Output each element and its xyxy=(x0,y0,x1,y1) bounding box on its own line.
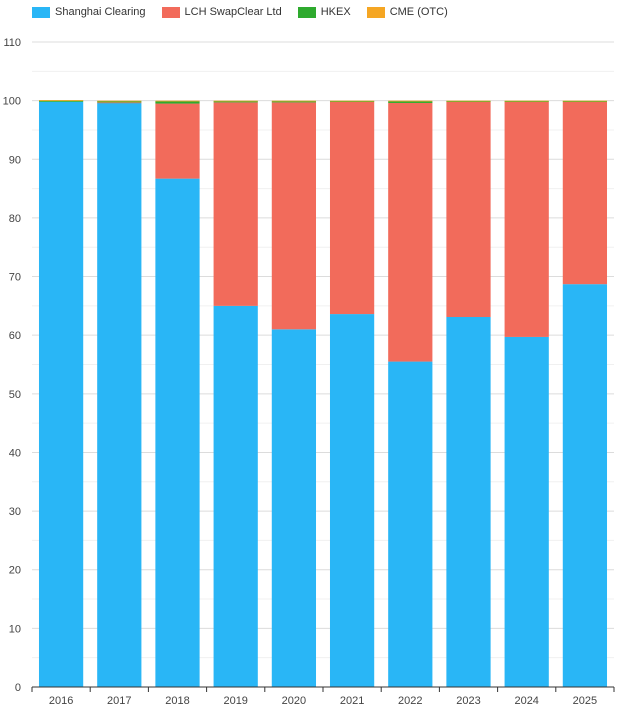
bar-cme-otc-2020[interactable] xyxy=(271,100,317,102)
bar-shanghai-clearing-2016[interactable] xyxy=(38,101,84,687)
y-tick-label: 90 xyxy=(9,154,21,166)
bar-shanghai-clearing-2022[interactable] xyxy=(388,361,433,687)
bar-lch-swapclear-ltd-2017[interactable] xyxy=(97,102,142,104)
bar-shanghai-clearing-2025[interactable] xyxy=(562,284,608,687)
y-tick-label: 40 xyxy=(9,447,21,459)
bar-hkex-2016[interactable] xyxy=(38,100,84,102)
x-tick-label: 2017 xyxy=(107,695,131,707)
legend-item-lch-swapclear-ltd[interactable]: LCH SwapClear Ltd xyxy=(161,6,282,18)
bar-hkex-2021[interactable] xyxy=(329,101,375,103)
y-tick-label: 100 xyxy=(3,96,21,108)
bar-lch-swapclear-ltd-2025[interactable] xyxy=(562,101,608,285)
x-tick-label: 2020 xyxy=(282,695,306,707)
y-tick-label: 30 xyxy=(9,506,21,518)
x-tick-label: 2023 xyxy=(456,695,480,707)
bar-shanghai-clearing-2024[interactable] xyxy=(504,336,549,687)
bar-hkex-2025[interactable] xyxy=(562,101,608,103)
bar-hkex-2024[interactable] xyxy=(504,101,549,103)
legend-swatch xyxy=(366,6,385,18)
bar-shanghai-clearing-2019[interactable] xyxy=(213,305,258,687)
legend-swatch xyxy=(161,6,180,18)
bar-hkex-2018[interactable] xyxy=(155,101,200,104)
bar-hkex-2019[interactable] xyxy=(213,101,258,103)
bar-cme-otc-2016[interactable] xyxy=(38,100,84,101)
y-tick-label: 50 xyxy=(9,389,21,401)
y-tick-label: 80 xyxy=(9,213,21,225)
legend-label: HKEX xyxy=(320,6,351,18)
bar-shanghai-clearing-2021[interactable] xyxy=(329,314,375,687)
x-tick-label: 2016 xyxy=(49,695,73,707)
legend-item-cme-otc[interactable]: CME (OTC) xyxy=(366,6,448,18)
chart-legend: Shanghai Clearing LCH SwapClear Ltd HKEX CM… xyxy=(32,4,464,20)
bar-shanghai-clearing-2020[interactable] xyxy=(271,329,317,687)
y-tick-label: 70 xyxy=(9,272,21,284)
y-tick-label: 60 xyxy=(9,330,21,342)
bars xyxy=(38,100,608,688)
x-tick-label: 2025 xyxy=(573,695,597,707)
x-tick-label: 2018 xyxy=(165,695,189,707)
legend-swatch xyxy=(32,6,50,18)
legend-label: CME (OTC) xyxy=(389,6,448,18)
bar-lch-swapclear-ltd-2018[interactable] xyxy=(155,103,200,179)
x-tick-label: 2022 xyxy=(398,695,422,707)
bar-lch-swapclear-ltd-2020[interactable] xyxy=(271,102,317,330)
bar-hkex-2017[interactable] xyxy=(97,101,142,103)
legend-item-shanghai-clearing[interactable]: Shanghai Clearing xyxy=(32,6,146,18)
bar-lch-swapclear-ltd-2024[interactable] xyxy=(504,101,549,337)
legend-label: LCH SwapClear Ltd xyxy=(184,6,282,18)
bar-shanghai-clearing-2023[interactable] xyxy=(446,317,491,687)
legend-label: Shanghai Clearing xyxy=(55,6,146,18)
bar-hkex-2020[interactable] xyxy=(271,101,317,103)
bar-lch-swapclear-ltd-2021[interactable] xyxy=(329,101,375,315)
axes: 0 10 20 30 40 50 60 70 80 90 100 110 2016 2017 2018 201… xyxy=(3,37,615,707)
x-tick-label: 2019 xyxy=(223,695,247,707)
y-tick-label: 10 xyxy=(9,623,21,635)
bar-cme-otc-2021[interactable] xyxy=(329,100,375,102)
bar-shanghai-clearing-2018[interactable] xyxy=(155,178,200,687)
y-tick-label: 110 xyxy=(3,37,21,49)
bar-lch-swapclear-ltd-2019[interactable] xyxy=(213,102,258,306)
bar-hkex-2022[interactable] xyxy=(388,101,433,103)
bar-cme-otc-2025[interactable] xyxy=(562,100,608,102)
bar-lch-swapclear-ltd-2022[interactable] xyxy=(388,102,433,362)
legend-swatch xyxy=(297,6,316,18)
bar-cme-otc-2019[interactable] xyxy=(213,100,258,102)
y-tick-label: 0 xyxy=(15,682,21,694)
bar-shanghai-clearing-2017[interactable] xyxy=(97,102,142,688)
x-tick-label: 2021 xyxy=(340,695,364,707)
legend-item-hkex[interactable]: HKEX xyxy=(297,6,351,18)
y-tick-label: 20 xyxy=(9,565,21,577)
bar-cme-otc-2024[interactable] xyxy=(504,100,549,102)
bar-hkex-2023[interactable] xyxy=(446,101,491,103)
bar-cme-otc-2017[interactable] xyxy=(97,100,142,102)
bar-lch-swapclear-ltd-2023[interactable] xyxy=(446,101,491,318)
bar-cme-otc-2023[interactable] xyxy=(446,100,491,102)
bar-cme-otc-2018[interactable] xyxy=(155,100,200,102)
x-tick-label: 2024 xyxy=(514,695,538,707)
bar-cme-otc-2022[interactable] xyxy=(388,100,433,102)
